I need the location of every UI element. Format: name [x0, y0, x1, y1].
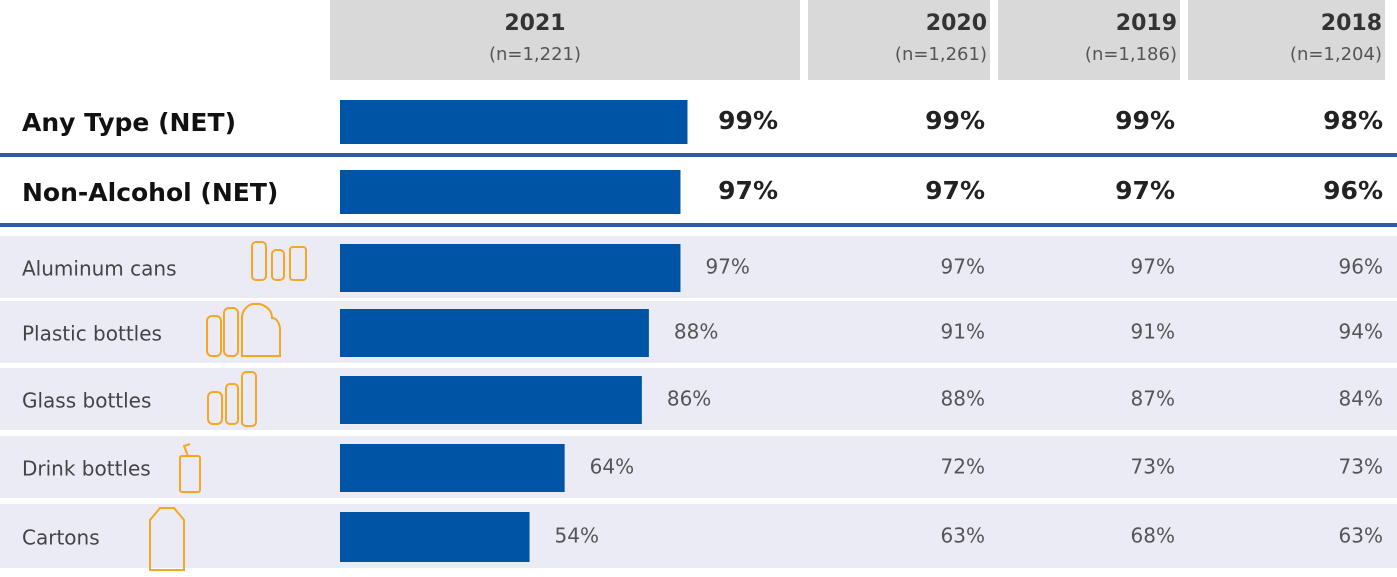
bar: [340, 170, 681, 214]
row-bg: [0, 368, 1397, 430]
icon: [182, 443, 191, 457]
value-label: 97%: [941, 255, 985, 279]
row-bg: [0, 301, 1397, 363]
column-n: (n=1,261): [895, 44, 987, 65]
value-label: 63%: [941, 524, 985, 548]
row-label: Glass bottles: [22, 389, 151, 413]
row-bg: [0, 504, 1397, 568]
icon: [225, 383, 239, 425]
icon: [241, 371, 257, 427]
value-label: 88%: [941, 387, 985, 411]
column-year: 2018: [1321, 11, 1382, 36]
icon: [241, 303, 281, 357]
header-cell: [330, 0, 800, 80]
value-label: 97%: [718, 176, 778, 205]
value-label: 99%: [1115, 106, 1175, 135]
value-label: 72%: [941, 455, 985, 479]
row-separator: [0, 153, 1397, 157]
bar: [340, 512, 530, 562]
row-label: Aluminum cans: [22, 257, 177, 281]
icon: [206, 315, 222, 357]
row-label: Cartons: [22, 526, 100, 550]
column-n: (n=1,221): [489, 44, 581, 65]
value-label: 64%: [590, 455, 634, 479]
value-label: 86%: [667, 387, 711, 411]
value-label: 97%: [1115, 176, 1175, 205]
value-label: 96%: [1339, 255, 1383, 279]
value-label: 91%: [941, 320, 985, 344]
icon: [207, 391, 223, 425]
bar: [340, 444, 565, 492]
icon: [289, 246, 307, 281]
header-cell: [998, 0, 1180, 80]
value-label: 84%: [1339, 387, 1383, 411]
value-label: 99%: [925, 106, 985, 135]
row-label: Plastic bottles: [22, 322, 162, 346]
row-label: Any Type (NET): [22, 108, 236, 137]
icons: [149, 241, 307, 571]
row-label: Non-Alcohol (NET): [22, 178, 278, 207]
bar: [340, 100, 688, 144]
icon: [179, 455, 201, 493]
header-cell: [1188, 0, 1385, 80]
column-n: (n=1,204): [1290, 44, 1382, 65]
value-label: 87%: [1131, 387, 1175, 411]
row-separator: [0, 223, 1397, 227]
header-cell: [808, 0, 990, 80]
value-label: 97%: [925, 176, 985, 205]
column-year: 2020: [926, 11, 987, 36]
icon: [271, 249, 285, 281]
value-label: 91%: [1131, 320, 1175, 344]
column-year: 2021: [504, 11, 565, 36]
row-label: Drink bottles: [22, 457, 151, 481]
row-bg: [0, 436, 1397, 498]
value-label: 73%: [1339, 455, 1383, 479]
icon: [223, 307, 239, 357]
value-label: 54%: [555, 524, 599, 548]
value-label: 68%: [1131, 524, 1175, 548]
value-label: 88%: [674, 320, 718, 344]
icon: [149, 507, 185, 571]
column-year: 2019: [1116, 11, 1177, 36]
column-n: (n=1,186): [1085, 44, 1177, 65]
value-label: 96%: [1323, 176, 1383, 205]
value-label: 94%: [1339, 320, 1383, 344]
icon: [251, 241, 267, 281]
value-label: 99%: [718, 106, 778, 135]
bar: [340, 376, 642, 424]
value-label: 98%: [1323, 106, 1383, 135]
bar: [340, 244, 681, 292]
value-label: 73%: [1131, 455, 1175, 479]
bar: [340, 309, 649, 357]
value-label: 63%: [1339, 524, 1383, 548]
value-label: 97%: [1131, 255, 1175, 279]
value-label: 97%: [705, 255, 749, 279]
row-bg: [0, 236, 1397, 298]
